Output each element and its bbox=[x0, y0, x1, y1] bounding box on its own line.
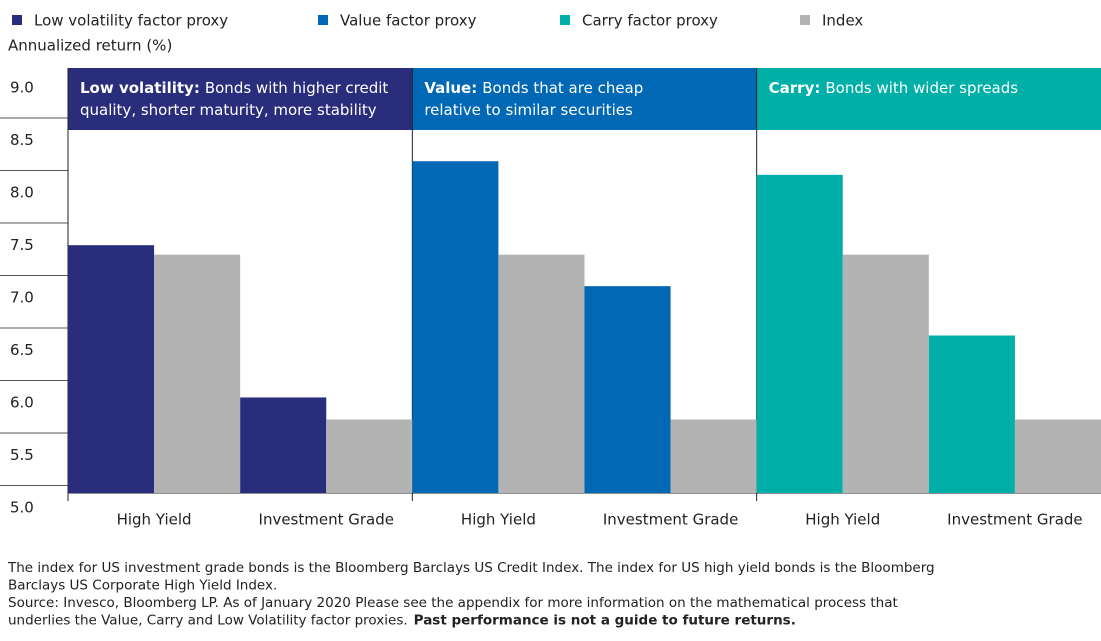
group-text: Bonds with wider spreads bbox=[825, 79, 1018, 97]
footnote-text: Barclays US Corporate High Yield Index. bbox=[8, 578, 277, 594]
y-axis-label: Annualized return (%) bbox=[8, 37, 172, 55]
y-tick-label: 7.5 bbox=[10, 236, 34, 254]
group-header bbox=[412, 68, 757, 130]
x-tick-label: Investment Grade bbox=[947, 511, 1082, 529]
bar bbox=[928, 335, 1015, 493]
legend-label: Low volatility factor proxy bbox=[34, 12, 228, 30]
y-tick-label: 7.0 bbox=[10, 289, 34, 307]
group-text: relative to similar securities bbox=[424, 101, 633, 119]
group-header bbox=[756, 68, 1101, 130]
bar bbox=[842, 254, 929, 493]
bar bbox=[412, 161, 499, 493]
group-header bbox=[68, 68, 413, 130]
footnote: The index for US investment grade bonds … bbox=[7, 560, 935, 576]
bar bbox=[498, 254, 585, 493]
y-tick-label: 5.5 bbox=[10, 446, 34, 464]
y-tick-label: 6.0 bbox=[10, 394, 34, 412]
group-text: Bonds with higher credit bbox=[205, 79, 389, 97]
bar bbox=[326, 419, 413, 493]
footnote-text: The index for US investment grade bonds … bbox=[7, 560, 935, 576]
x-tick-label: High Yield bbox=[805, 511, 880, 529]
group-header-text: Low volatility: Bonds with higher credit q… bbox=[80, 79, 388, 119]
footnote: Source: Invesco, Bloomberg LP. As of Jan… bbox=[8, 595, 898, 611]
y-tick-label: 6.5 bbox=[10, 341, 34, 359]
bar bbox=[68, 245, 155, 493]
x-tick-label: High Yield bbox=[117, 511, 192, 529]
x-tick-label: Investment Grade bbox=[259, 511, 394, 529]
y-tick-label: 8.0 bbox=[10, 184, 34, 202]
bar bbox=[240, 397, 327, 493]
legend-swatch bbox=[12, 15, 22, 25]
footnote: Barclays US Corporate High Yield Index. bbox=[8, 578, 277, 594]
group-title: Low volatility: bbox=[80, 79, 200, 97]
group-title: Value: bbox=[424, 79, 477, 97]
group-header-text: Carry: Bonds with wider spreads bbox=[769, 79, 1019, 97]
legend-swatch bbox=[318, 15, 328, 25]
bar bbox=[584, 286, 671, 493]
footnote: underlies the Value, Carry and Low Volat… bbox=[8, 613, 796, 629]
bar bbox=[1014, 419, 1101, 493]
x-tick-label: Investment Grade bbox=[603, 511, 738, 529]
y-tick-label: 5.0 bbox=[10, 499, 34, 517]
bar bbox=[756, 174, 843, 493]
group-header-text: Value: Bonds that are cheap relative to si… bbox=[424, 79, 643, 119]
x-tick-label: High Yield bbox=[461, 511, 536, 529]
group-text: quality, shorter maturity, more stabilit… bbox=[80, 101, 377, 119]
y-tick-label: 8.5 bbox=[10, 131, 34, 149]
disclaimer: Past performance is not a guide to futur… bbox=[414, 613, 796, 629]
bar bbox=[154, 254, 241, 493]
group-text: Bonds that are cheap bbox=[482, 79, 643, 97]
legend-label: Value factor proxy bbox=[340, 12, 477, 30]
legend-swatch bbox=[800, 15, 810, 25]
legend-label: Carry factor proxy bbox=[582, 12, 718, 30]
group-title: Carry: bbox=[769, 79, 821, 97]
legend-label: Index bbox=[822, 12, 863, 30]
y-tick-label: 9.0 bbox=[10, 79, 34, 97]
legend-swatch bbox=[560, 15, 570, 25]
footnote-text: Source: Invesco, Bloomberg LP. As of Jan… bbox=[8, 595, 898, 611]
bar bbox=[670, 419, 757, 493]
footnote-text: underlies the Value, Carry and Low Volat… bbox=[8, 613, 408, 629]
